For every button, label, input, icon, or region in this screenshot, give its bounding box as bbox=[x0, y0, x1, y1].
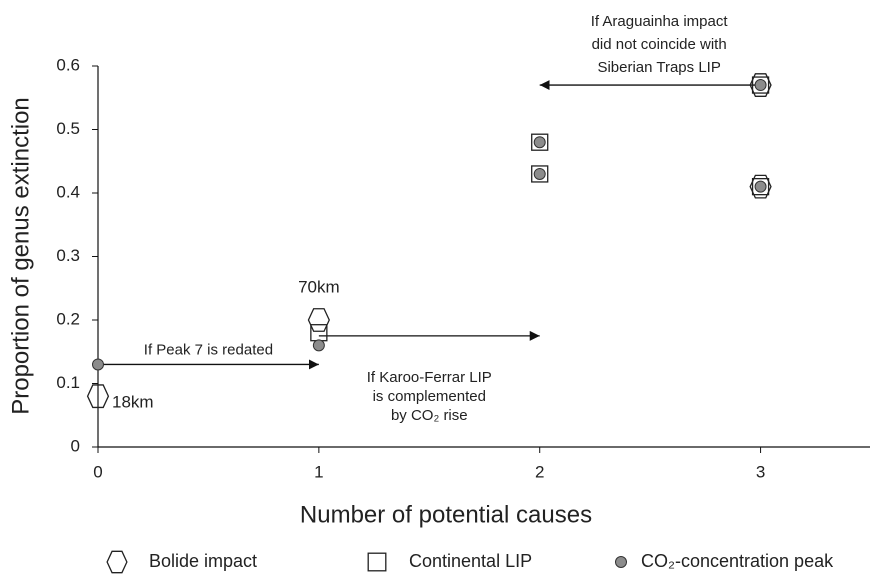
x-tick-label: 2 bbox=[535, 462, 544, 481]
co2-marker bbox=[533, 136, 546, 149]
y-tick-label: 0.5 bbox=[56, 119, 80, 138]
arrow-label: If Araguainha impact bbox=[591, 13, 729, 30]
legend-marker bbox=[367, 552, 387, 572]
lip-marker bbox=[531, 133, 549, 151]
bolide-marker bbox=[749, 73, 772, 97]
bolide-marker bbox=[86, 384, 110, 409]
co2-marker bbox=[92, 358, 104, 371]
x-axis-title: Number of potential causes bbox=[300, 501, 592, 528]
lip-marker bbox=[751, 76, 770, 94]
lip-marker bbox=[751, 177, 770, 196]
y-tick-label: 0 bbox=[71, 436, 80, 455]
x-tick-label: 1 bbox=[314, 462, 323, 481]
co2-marker bbox=[312, 339, 325, 352]
legend-label: CO₂-concentration peak bbox=[641, 551, 834, 571]
lip-marker bbox=[531, 165, 549, 183]
point-label: 18km bbox=[112, 393, 154, 412]
arrow-label: If Peak 7 is redated bbox=[144, 341, 273, 358]
arrow-label: did not coincide with bbox=[592, 36, 727, 53]
y-tick-label: 0.3 bbox=[56, 246, 80, 265]
y-tick-label: 0.6 bbox=[56, 55, 80, 74]
co2-marker bbox=[754, 79, 767, 92]
y-tick-label: 0.1 bbox=[56, 373, 80, 392]
arrow-label: Siberian Traps LIP bbox=[597, 59, 720, 76]
x-tick-label: 0 bbox=[93, 462, 102, 481]
lip-marker bbox=[310, 324, 328, 342]
co2-marker bbox=[533, 167, 546, 180]
point-label: 70km bbox=[298, 277, 340, 296]
legend-label: Bolide impact bbox=[149, 551, 257, 571]
y-axis-title: Proportion of genus extinction bbox=[7, 97, 34, 415]
arrow-label: by CO₂ rise bbox=[391, 407, 468, 424]
legend-marker bbox=[615, 556, 627, 568]
x-tick-label: 3 bbox=[756, 462, 765, 481]
y-tick-label: 0.4 bbox=[56, 182, 80, 201]
co2-marker bbox=[754, 180, 767, 193]
arrow-label: If Karoo-Ferrar LIP bbox=[367, 369, 492, 386]
bolide-marker bbox=[307, 308, 330, 332]
legend-marker bbox=[106, 550, 128, 574]
bolide-marker bbox=[749, 174, 772, 199]
arrow-label: is complemented bbox=[373, 388, 486, 405]
y-tick-label: 0.2 bbox=[56, 309, 80, 328]
legend-label: Continental LIP bbox=[409, 551, 532, 571]
